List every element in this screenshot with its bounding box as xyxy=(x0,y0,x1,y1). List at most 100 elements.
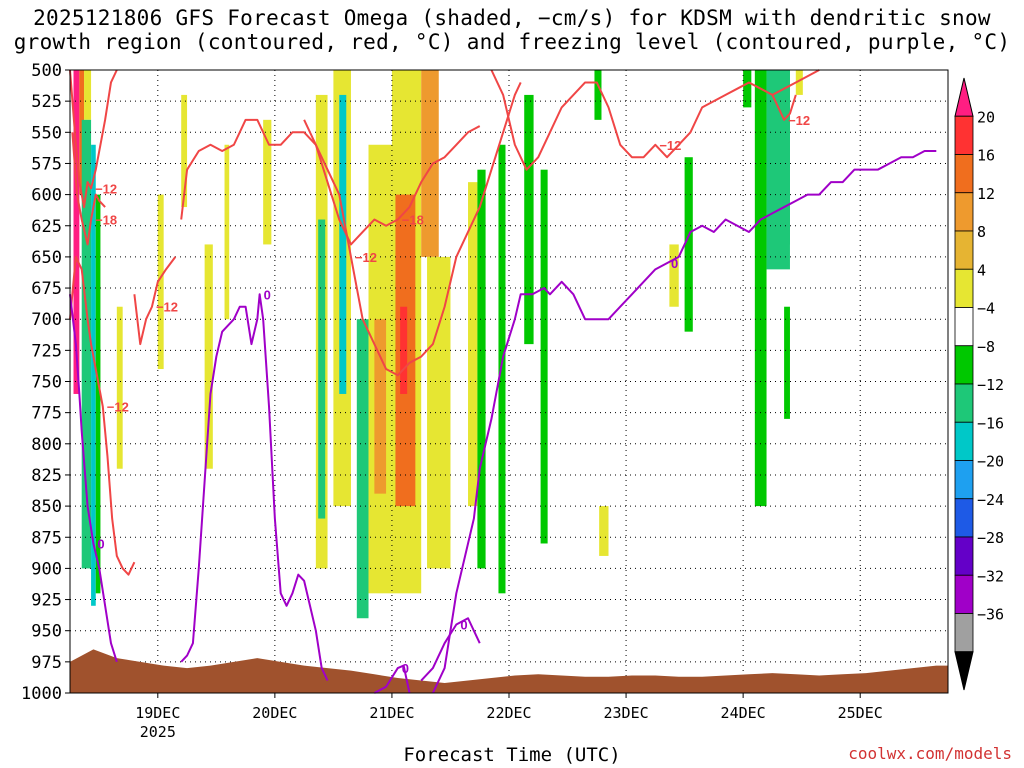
dgz-contour-line xyxy=(133,256,177,346)
dgz-contour-line xyxy=(303,119,481,246)
x-year-label: 2025 xyxy=(140,723,176,741)
freezing-contour-label: 0 xyxy=(264,287,271,302)
plot-area xyxy=(70,70,948,693)
y-tick-label: 525 xyxy=(31,92,62,112)
dgz-contour-line xyxy=(771,94,797,121)
dgz-contour-line xyxy=(69,255,136,576)
y-tick-label: 800 xyxy=(31,435,62,455)
dgz-contour-line xyxy=(71,132,106,246)
omega-cell xyxy=(684,157,693,332)
x-tick-label: 19DEC xyxy=(135,704,180,722)
freezing-contour-line xyxy=(373,664,411,694)
omega-cell xyxy=(498,144,506,594)
y-tick-label: 550 xyxy=(31,123,62,143)
omega-cell xyxy=(421,70,439,257)
colorbar-label: 8 xyxy=(977,223,986,241)
omega-cell xyxy=(224,144,230,320)
y-tick-label: 825 xyxy=(31,466,62,486)
y-tick-label: 750 xyxy=(31,373,62,393)
omega-cell xyxy=(468,182,478,507)
omega-cell xyxy=(318,219,326,519)
colorbar-swatch xyxy=(954,383,974,423)
dgz-contour-line xyxy=(69,69,118,209)
x-tick-label: 25DEC xyxy=(838,704,883,722)
y-tick-label: 975 xyxy=(31,653,62,673)
x-tick-label: 24DEC xyxy=(721,704,766,722)
y-tick-label: 775 xyxy=(31,404,62,424)
omega-cell xyxy=(157,194,164,370)
omega-cell xyxy=(356,319,369,619)
colorbar-label: 12 xyxy=(977,185,995,203)
omega-cell xyxy=(95,194,101,594)
dgz-contour-label: −12 xyxy=(107,399,129,414)
colorbar-label: −4 xyxy=(977,300,995,318)
omega-cell xyxy=(81,119,92,569)
colorbar: 20 16 12 8 4 −4 −8 −12 −16 −20 −24 −28 −32 −36 xyxy=(954,77,1004,691)
y-tick-label: 675 xyxy=(31,279,62,299)
y-tick-label: 900 xyxy=(31,559,62,579)
freezing-contour-label: 0 xyxy=(402,661,409,676)
freezing-contour-label: 0 xyxy=(460,617,467,632)
colorbar-label: −8 xyxy=(977,338,995,356)
chart-title-line-2: growth region (contoured, red, °C) and f… xyxy=(13,30,1011,54)
colorbar-bottom-arrow xyxy=(954,651,974,691)
freezing-contour-label: 0 xyxy=(97,536,104,551)
omega-cell xyxy=(599,506,609,556)
colorbar-label: 16 xyxy=(977,147,995,165)
colorbar-label: 20 xyxy=(977,108,995,126)
colorbar-label: 4 xyxy=(977,261,986,279)
y-tick-label: 925 xyxy=(31,591,62,611)
colorbar-swatch xyxy=(954,421,974,461)
colorbar-swatch xyxy=(954,230,974,270)
omega-shading xyxy=(73,70,803,619)
x-tick-label: 22DEC xyxy=(486,704,531,722)
dgz-contour-label: −18 xyxy=(95,213,117,228)
omega-cell xyxy=(669,244,679,307)
omega-cell xyxy=(524,94,534,345)
y-tick-label: 875 xyxy=(31,528,62,548)
omega-cell xyxy=(400,306,408,394)
freezing-contour-line xyxy=(69,294,118,663)
y-tick-label: 575 xyxy=(31,154,62,174)
omega-cell xyxy=(339,94,347,394)
colorbar-label: −12 xyxy=(977,376,1004,394)
colorbar-label: −32 xyxy=(977,567,1004,585)
omega-cell xyxy=(181,94,188,208)
omega-cell xyxy=(84,70,92,120)
colorbar-swatch xyxy=(954,536,974,576)
dgz-contour-line xyxy=(490,69,820,171)
colorbar-label: −16 xyxy=(977,414,1004,432)
site-credit[interactable]: coolwx.com/models xyxy=(848,744,1012,763)
colorbar-swatch xyxy=(954,115,974,155)
omega-cell xyxy=(116,306,123,469)
colorbar-label: −28 xyxy=(977,529,1004,547)
dgz-contour-label: −12 xyxy=(95,181,117,196)
x-tick-label: 20DEC xyxy=(252,704,297,722)
y-tick-label: 700 xyxy=(31,310,62,330)
x-tick-label: 21DEC xyxy=(369,704,414,722)
colorbar-top-arrow xyxy=(954,77,974,117)
omega-cell xyxy=(795,70,803,95)
omega-cell xyxy=(540,169,548,544)
freezing-contour-line xyxy=(432,149,937,694)
y-tick-labels: 500 525 550 575 600 625 650 675 700 725 750 775 800 8… xyxy=(21,61,70,704)
omega-cell xyxy=(263,119,272,245)
x-tick-label: 23DEC xyxy=(603,704,648,722)
colorbar-swatch xyxy=(954,498,974,538)
colorbar-swatch xyxy=(954,268,974,308)
colorbar-swatch xyxy=(954,192,974,232)
omega-cell xyxy=(73,70,80,394)
dgz-contour-line xyxy=(180,82,522,377)
omega-cell xyxy=(778,70,790,245)
colorbar-label: −24 xyxy=(977,491,1004,509)
dgz-contour-label: −12 xyxy=(355,250,377,265)
y-tick-label: 650 xyxy=(31,248,62,268)
y-tick-label: 625 xyxy=(31,217,62,237)
y-tick-label: 600 xyxy=(31,186,62,206)
colorbar-label: −20 xyxy=(977,453,1004,471)
dgz-contour-label: −12 xyxy=(788,113,810,128)
y-tick-label: 950 xyxy=(31,622,62,642)
omega-cell xyxy=(594,70,602,120)
colorbar-swatch xyxy=(954,307,974,347)
